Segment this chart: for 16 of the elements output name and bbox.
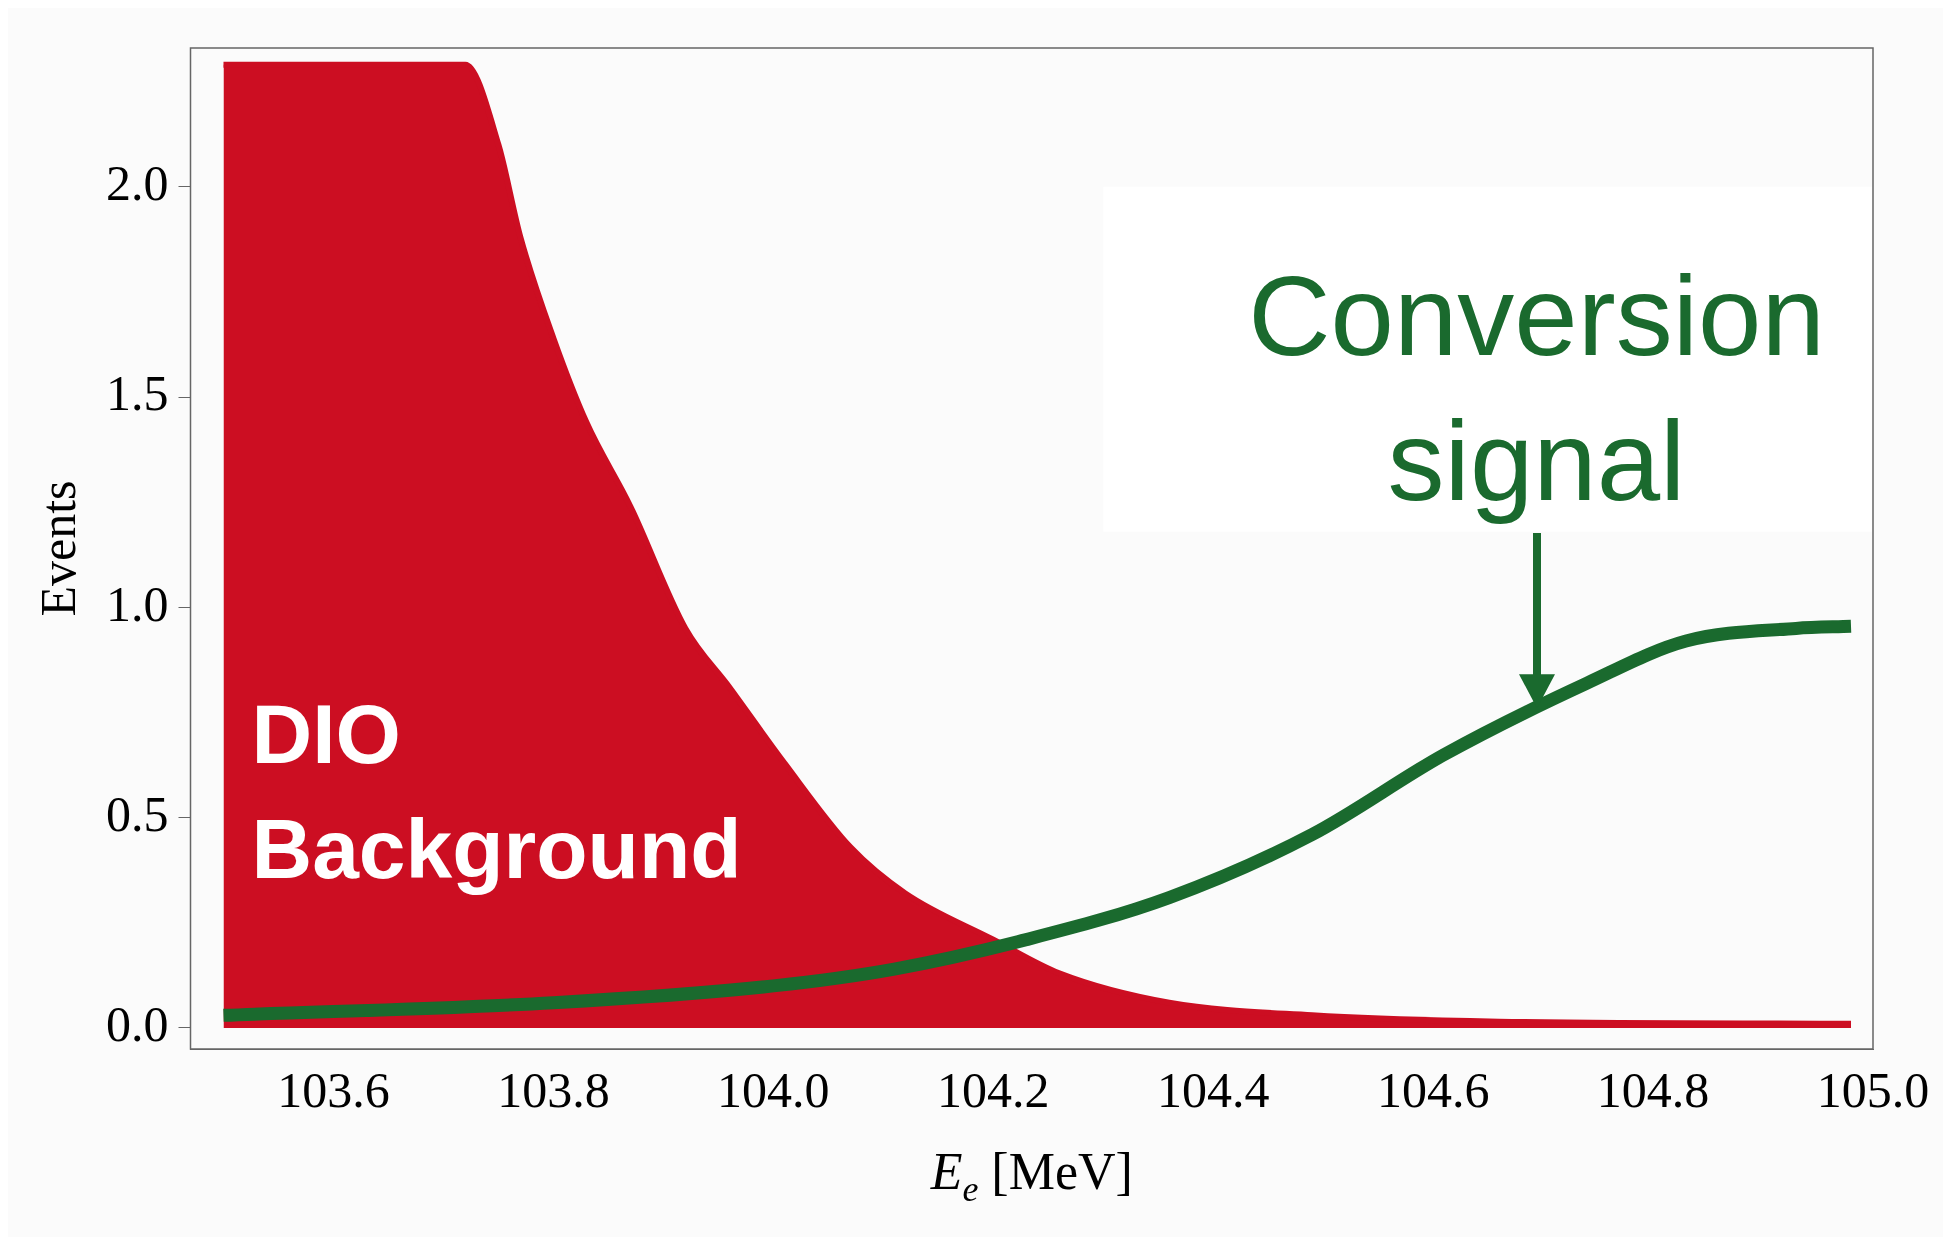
y-tick-label: 0.0 xyxy=(106,996,169,1053)
x-tick-label: 103.8 xyxy=(497,1062,610,1119)
x-tick-label: 104.2 xyxy=(937,1062,1050,1119)
x-tick-label: 104.4 xyxy=(1156,1062,1270,1119)
y-tick-label: 0.5 xyxy=(106,785,169,842)
x-tick-label: 104.8 xyxy=(1596,1062,1710,1119)
y-axis-title: Events xyxy=(30,480,87,617)
y-tick-label: 1.0 xyxy=(106,575,169,632)
x-tick-label: 105.0 xyxy=(1816,1062,1930,1119)
x-tick-label: 103.6 xyxy=(277,1062,390,1119)
series-label: Conversion signal xyxy=(1248,252,1825,525)
x-tick-label: 104.6 xyxy=(1376,1062,1490,1119)
series-label: DIO Background xyxy=(251,687,742,896)
x-tick-label: 104.0 xyxy=(717,1062,830,1119)
y-tick-label: 2.0 xyxy=(106,154,169,211)
y-tick-label: 1.5 xyxy=(106,365,169,422)
